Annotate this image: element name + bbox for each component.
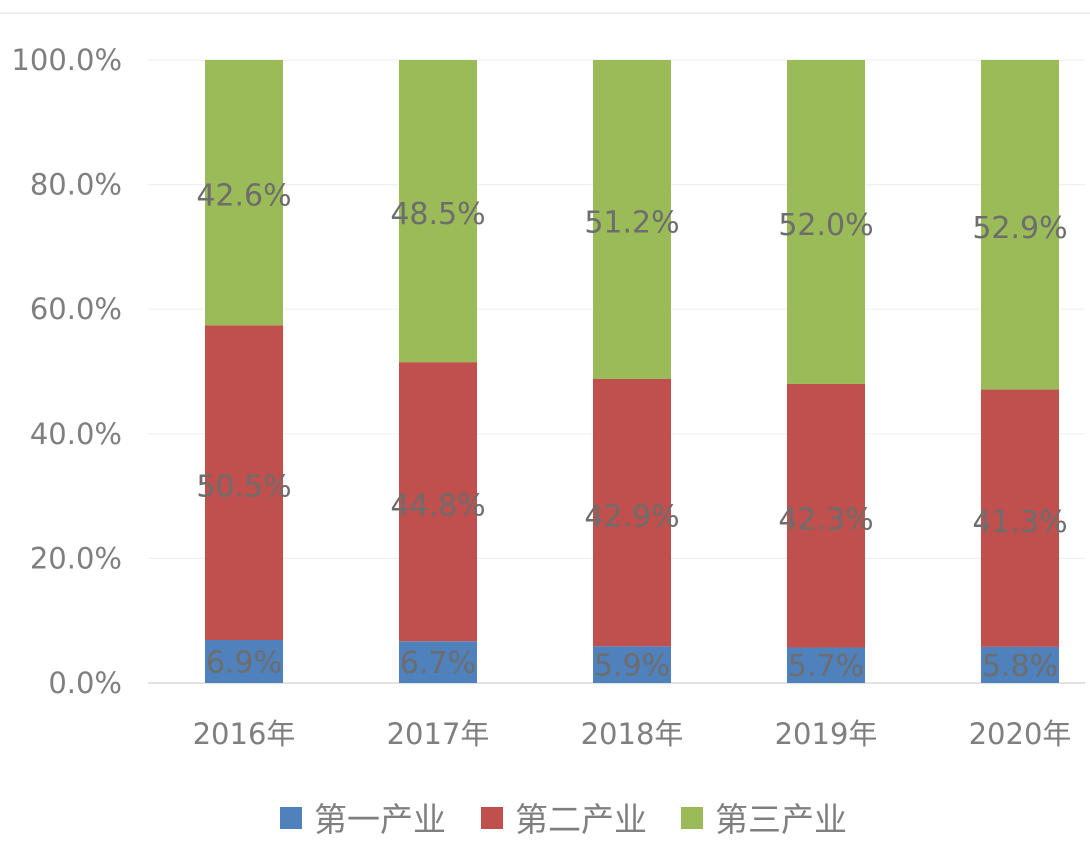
bar-segment	[981, 646, 1059, 683]
bar-segment	[787, 60, 865, 384]
legend-label: 第二产业	[515, 800, 647, 839]
bar-segment	[399, 641, 477, 683]
data-labels: 6.9% 50.5% 42.6% 6.7% 44.8% 48.5% 5.9% 42.9% 51.…	[196, 179, 1067, 685]
y-axis-tick-labels: 0.0% 20.0% 40.0% 60.0% 80.0% 100.0%	[11, 43, 122, 700]
bar-segment	[981, 389, 1059, 647]
data-label: 52.0%	[778, 208, 873, 243]
data-label: 48.5%	[390, 197, 485, 232]
data-label: 42.3%	[778, 503, 873, 538]
x-tick-label: 2017年	[387, 717, 490, 751]
bar-segment	[399, 60, 477, 363]
data-label: 6.7%	[400, 646, 476, 681]
data-label: 5.9%	[594, 649, 670, 684]
data-label: 41.3%	[972, 505, 1067, 540]
y-tick-label: 80.0%	[30, 168, 122, 202]
y-tick-label: 20.0%	[30, 541, 122, 575]
bar-segment	[205, 325, 283, 641]
legend: 第一产业 第二产业 第三产业	[280, 800, 847, 839]
x-tick-label: 2016年	[193, 717, 296, 751]
bar-segment	[981, 60, 1059, 390]
bar-segment	[399, 362, 477, 642]
data-label: 5.7%	[788, 649, 864, 684]
bar-segment	[205, 640, 283, 683]
data-label: 51.2%	[584, 205, 679, 240]
legend-label: 第一产业	[314, 800, 446, 839]
x-tick-label: 2020年	[969, 717, 1072, 751]
y-tick-label: 40.0%	[30, 417, 122, 451]
bar-segment	[593, 646, 671, 683]
bar-segment	[205, 60, 283, 326]
legend-label: 第三产业	[715, 800, 847, 839]
bar-segment	[787, 383, 865, 648]
y-tick-label: 0.0%	[48, 666, 122, 700]
data-label: 6.9%	[206, 646, 282, 681]
data-label: 52.9%	[972, 211, 1067, 246]
data-label: 50.5%	[196, 470, 291, 505]
data-label: 42.9%	[584, 500, 679, 535]
data-label: 44.8%	[390, 489, 485, 524]
bar-segment	[593, 378, 671, 647]
bar-segments	[205, 60, 1059, 683]
data-label: 5.8%	[982, 649, 1058, 684]
y-tick-label: 60.0%	[30, 292, 122, 326]
y-tick-label: 100.0%	[11, 43, 122, 77]
x-tick-label: 2019年	[775, 717, 878, 751]
legend-swatch	[280, 807, 302, 829]
x-tick-label: 2018年	[581, 717, 684, 751]
bar-segment	[787, 647, 865, 683]
legend-swatch	[681, 807, 703, 829]
legend-swatch	[481, 807, 503, 829]
data-label: 42.6%	[196, 179, 291, 214]
x-axis-tick-labels: 2016年 2017年 2018年 2019年 2020年	[193, 717, 1072, 751]
bar-segment	[593, 60, 671, 379]
